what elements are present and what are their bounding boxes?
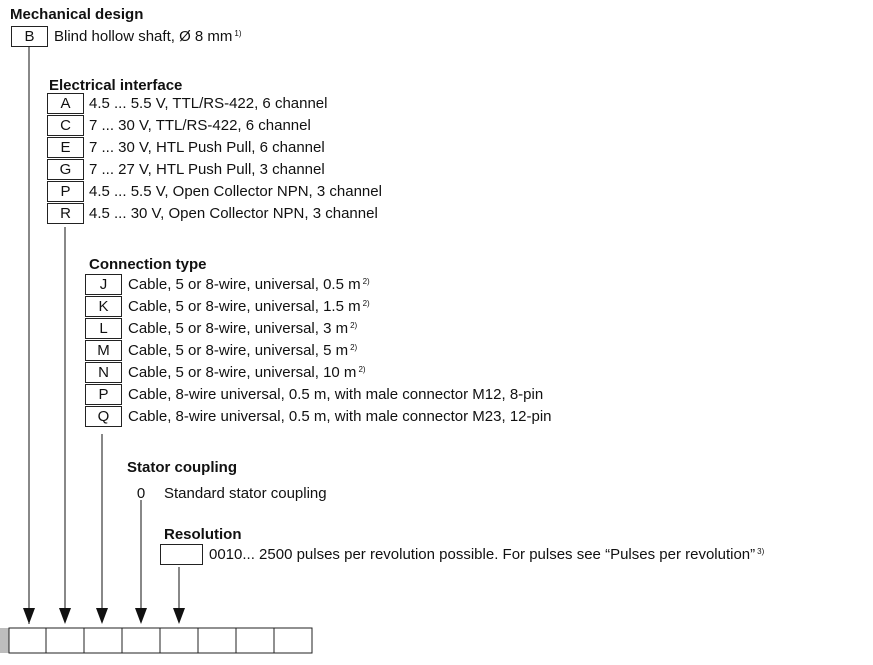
connection-option-q: Q Cable, 8-wire universal, 0.5 m, with m… (85, 406, 685, 427)
option-code-box: R (47, 203, 84, 224)
arrow-mechanical (23, 608, 35, 624)
arrow-stator (135, 608, 147, 624)
arrow-connection (96, 608, 108, 624)
option-description: 4.5 ... 5.5 V, TTL/RS-422, 6 channel (89, 95, 328, 112)
footnote-ref: 3) (757, 547, 765, 556)
option-code-box: E (47, 137, 84, 158)
resolution-option: 0010... 2500 pulses per revolution possi… (160, 544, 873, 565)
arrow-electrical (59, 608, 71, 624)
connection-option-n: N Cable, 5 or 8-wire, universal, 10 m 2) (85, 362, 685, 383)
footnote-ref: 2) (362, 277, 370, 286)
connection-option-l: L Cable, 5 or 8-wire, universal, 3 m 2) (85, 318, 685, 339)
option-code-box: M (85, 340, 122, 361)
mechanical-design-heading: Mechanical design (10, 6, 144, 23)
connection-option-j: J Cable, 5 or 8-wire, universal, 0.5 m 2) (85, 274, 685, 295)
option-description: 7 ... 30 V, TTL/RS-422, 6 channel (89, 117, 311, 134)
option-code-box: N (85, 362, 122, 383)
footnote-ref: 2) (362, 299, 370, 308)
option-code-box: Q (85, 406, 122, 427)
type-code-cell (159, 627, 199, 654)
connection-option-k: K Cable, 5 or 8-wire, universal, 1.5 m 2) (85, 296, 685, 317)
option-description: Standard stator coupling (164, 485, 327, 502)
footnote-ref: 2) (350, 321, 358, 330)
option-description: Blind hollow shaft, Ø 8 mm 1) (54, 28, 242, 45)
connection-option-p: P Cable, 8-wire universal, 0.5 m, with m… (85, 384, 685, 405)
option-code-box: C (47, 115, 84, 136)
electrical-option-e: E 7 ... 30 V, HTL Push Pull, 6 channel (47, 137, 547, 158)
type-code-cell (83, 627, 123, 654)
option-code-box: A (47, 93, 84, 114)
electrical-option-p: P 4.5 ... 5.5 V, Open Collector NPN, 3 c… (47, 181, 547, 202)
type-code-cell (45, 627, 85, 654)
stator-coupling-heading: Stator coupling (127, 459, 237, 476)
option-description: Cable, 5 or 8-wire, universal, 10 m 2) (128, 364, 366, 381)
footnote-ref: 2) (350, 343, 358, 352)
option-description: Cable, 8-wire universal, 0.5 m, with mal… (128, 408, 552, 425)
electrical-option-r: R 4.5 ... 30 V, Open Collector NPN, 3 ch… (47, 203, 547, 224)
option-code-box: P (47, 181, 84, 202)
option-description: Cable, 5 or 8-wire, universal, 3 m 2) (128, 320, 358, 337)
footnote-ref: 2) (358, 365, 366, 374)
option-code-box: B (11, 26, 48, 47)
type-code-row (0, 627, 313, 654)
electrical-interface-heading: Electrical interface (49, 77, 183, 94)
connection-type-heading: Connection type (89, 256, 207, 273)
option-code: 0 (136, 485, 146, 502)
option-code-box: G (47, 159, 84, 180)
option-description: 4.5 ... 30 V, Open Collector NPN, 3 chan… (89, 205, 378, 222)
option-description: Cable, 5 or 8-wire, universal, 0.5 m 2) (128, 276, 370, 293)
option-description: 7 ... 30 V, HTL Push Pull, 6 channel (89, 139, 325, 156)
type-code-lead (0, 628, 9, 653)
type-code-cell (121, 627, 161, 654)
option-code-box (160, 544, 203, 565)
electrical-option-g: G 7 ... 27 V, HTL Push Pull, 3 channel (47, 159, 547, 180)
electrical-option-a: A 4.5 ... 5.5 V, TTL/RS-422, 6 channel (47, 93, 547, 114)
option-description: 7 ... 27 V, HTL Push Pull, 3 channel (89, 161, 325, 178)
option-code-box: P (85, 384, 122, 405)
arrow-resolution (173, 608, 185, 624)
option-code-box: K (85, 296, 122, 317)
option-description: 4.5 ... 5.5 V, Open Collector NPN, 3 cha… (89, 183, 382, 200)
type-code-cell (235, 627, 275, 654)
electrical-option-c: C 7 ... 30 V, TTL/RS-422, 6 channel (47, 115, 547, 136)
option-code-box: J (85, 274, 122, 295)
mechanical-option-b: B Blind hollow shaft, Ø 8 mm 1) (11, 26, 411, 47)
type-code-cell (197, 627, 237, 654)
stator-option-0: 0 Standard stator coupling (134, 483, 534, 504)
option-description: Cable, 5 or 8-wire, universal, 5 m 2) (128, 342, 358, 359)
option-description: Cable, 5 or 8-wire, universal, 1.5 m 2) (128, 298, 370, 315)
option-description: Cable, 8-wire universal, 0.5 m, with mal… (128, 386, 544, 403)
resolution-heading: Resolution (164, 526, 242, 543)
type-code-cell (273, 627, 313, 654)
connection-option-m: M Cable, 5 or 8-wire, universal, 5 m 2) (85, 340, 685, 361)
option-code-box: L (85, 318, 122, 339)
option-description: 0010... 2500 pulses per revolution possi… (209, 546, 765, 563)
type-code-cell (8, 627, 47, 654)
footnote-ref: 1) (234, 29, 242, 38)
